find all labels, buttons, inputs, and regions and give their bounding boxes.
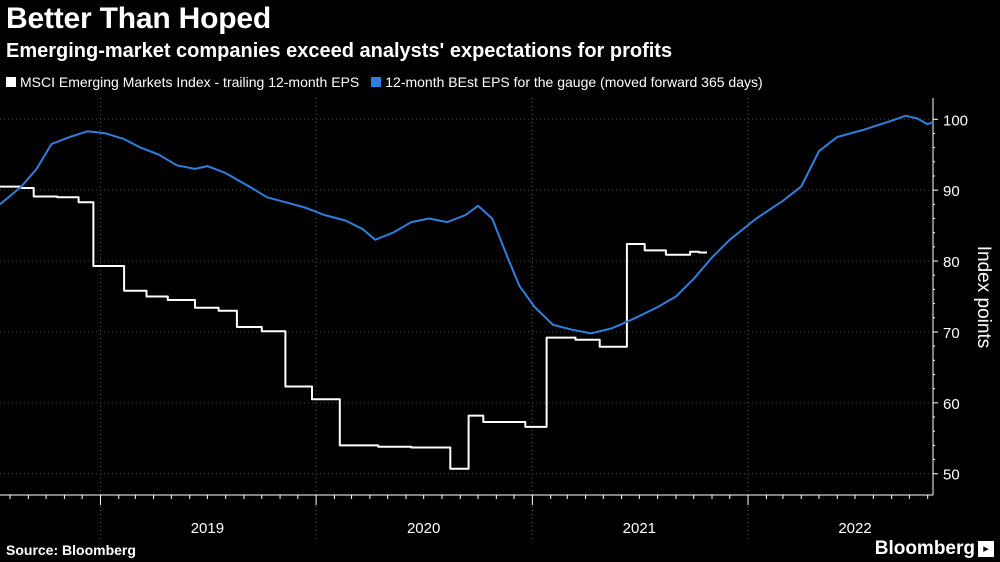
y-tick-label: 50 xyxy=(943,467,960,484)
legend-label-msci: MSCI Emerging Markets Index - trailing 1… xyxy=(20,74,360,90)
x-tick-label: 2020 xyxy=(407,520,440,537)
legend: MSCI Emerging Markets Index - trailing 1… xyxy=(6,74,775,90)
source-note: Source: Bloomberg xyxy=(6,542,136,558)
legend-swatch-best-eps xyxy=(371,77,382,87)
legend-label-best-eps: 12-month BEst EPS for the gauge (moved f… xyxy=(385,74,763,90)
brand-name: Bloomberg xyxy=(874,538,975,559)
y-tick-label: 80 xyxy=(943,254,960,271)
y-tick-label: 100 xyxy=(943,112,968,129)
series-line-best-eps xyxy=(0,114,934,335)
x-tick-label: 2022 xyxy=(838,520,871,537)
series-line-msci-trailing-eps xyxy=(0,185,707,470)
chart-title: Better Than Hoped xyxy=(6,2,271,35)
chart-subtitle: Emerging-market companies exceed analyst… xyxy=(6,40,673,62)
y-tick-label: 70 xyxy=(943,325,960,342)
x-tick-label: 2019 xyxy=(191,520,224,537)
x-tick-label: 2021 xyxy=(623,520,656,537)
y-tick-label: 60 xyxy=(943,396,960,413)
brand-logo: Bloomberg ▸ xyxy=(875,538,994,560)
y-axis-title: Index points xyxy=(973,246,994,348)
legend-swatch-msci xyxy=(6,77,16,87)
brand-mark-icon: ▸ xyxy=(978,541,994,557)
y-tick-label: 90 xyxy=(943,183,960,200)
legend-item-msci: MSCI Emerging Markets Index - trailing 1… xyxy=(6,74,359,90)
legend-item-best-eps: 12-month BEst EPS for the gauge (moved f… xyxy=(371,74,763,90)
